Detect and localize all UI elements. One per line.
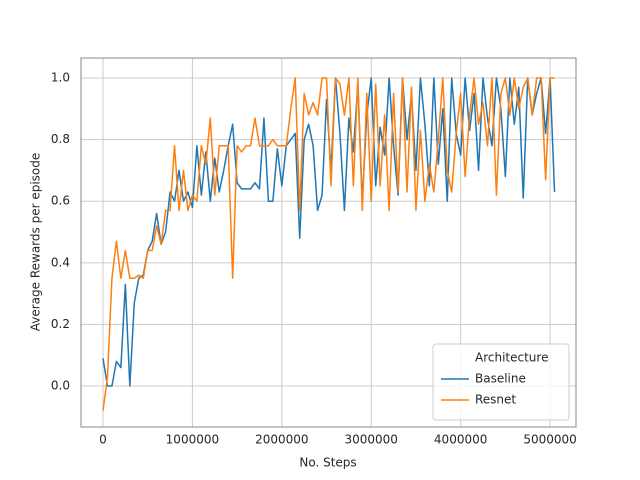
y-tick-label: 0.0 [51, 379, 70, 393]
legend-label: Resnet [475, 393, 516, 407]
lines [102, 77, 556, 411]
legend-label: Baseline [475, 372, 526, 386]
y-tick-label: 0.8 [51, 132, 70, 146]
y-tick-label: 1.0 [51, 71, 70, 85]
legend: Architecture Baseline Resnet [432, 343, 570, 421]
y-tick-label: 0.2 [51, 317, 70, 331]
labels: 0 1000000 2000000 3000000 4000000 5000000 0.0 0… [51, 71, 577, 447]
y-axis-label: Average Rewards per episode [29, 153, 43, 332]
legend-title: Architecture [475, 351, 548, 365]
x-tick-label: 4000000 [434, 433, 487, 447]
x-tick-label: 5000000 [523, 433, 576, 447]
x-tick-label: 3000000 [345, 433, 398, 447]
legend-box [432, 343, 570, 421]
x-tick-label: 1000000 [166, 433, 219, 447]
y-tick-label: 0.4 [51, 255, 70, 269]
x-tick-label: 0 [99, 433, 107, 447]
plot-frame [80, 57, 577, 428]
series-line [102, 77, 555, 411]
x-axis-label: No. Steps [299, 456, 356, 470]
x-tick-label: 2000000 [255, 433, 308, 447]
y-tick-label: 0.6 [51, 194, 70, 208]
